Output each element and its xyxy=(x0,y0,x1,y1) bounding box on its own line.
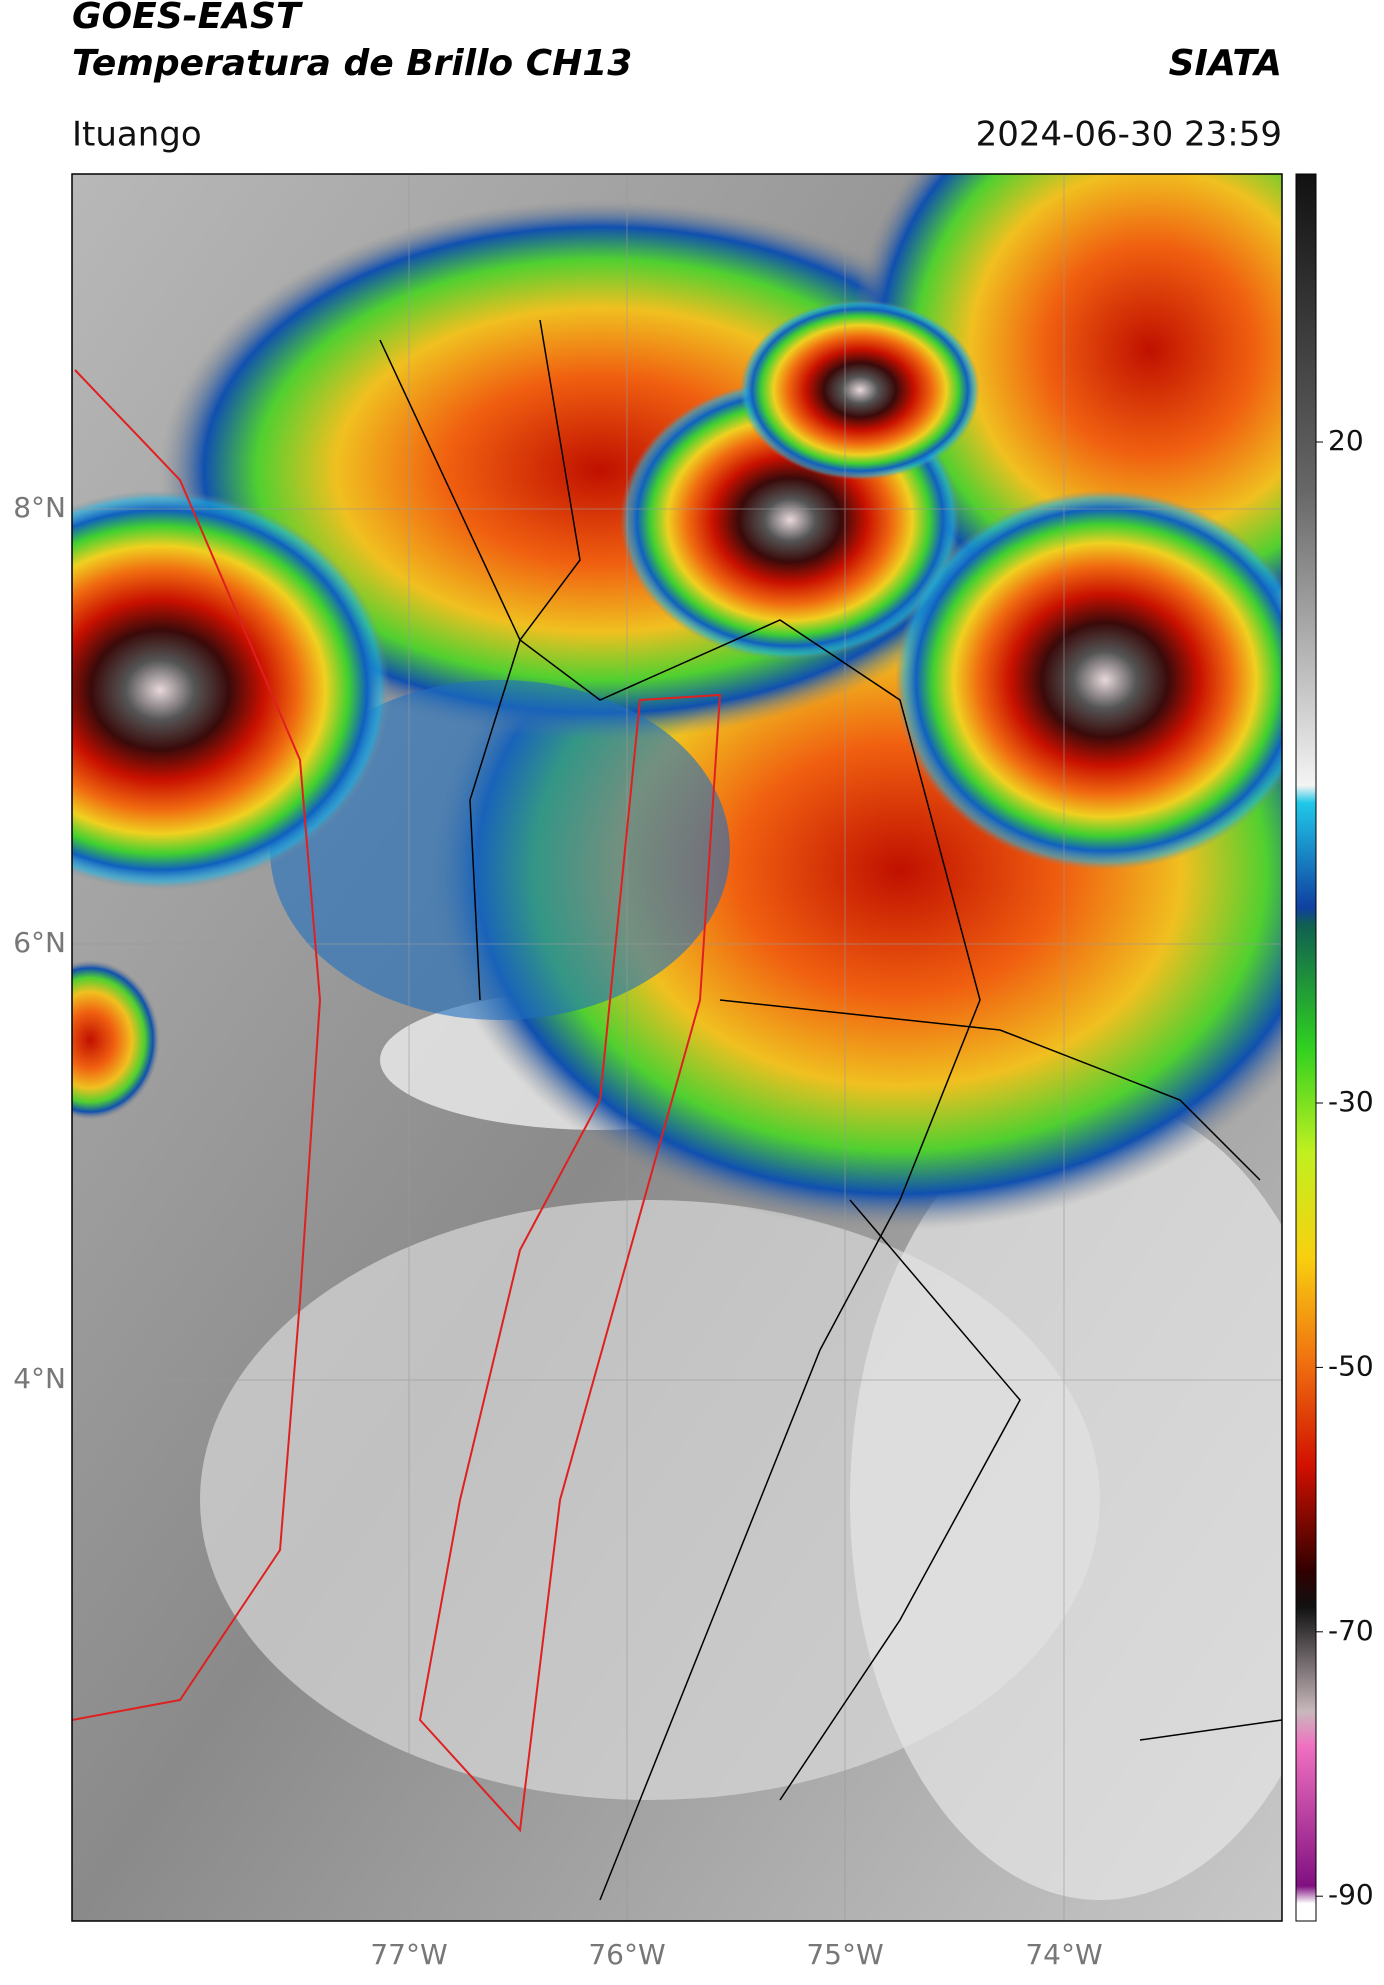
lon-label: 77°W xyxy=(370,1938,447,1971)
location: Ituango xyxy=(72,115,202,155)
subtitle: Temperatura de Brillo CH13 xyxy=(72,43,632,84)
storm xyxy=(740,300,980,480)
colorbar-label: -70 xyxy=(1328,1614,1374,1647)
colorbar xyxy=(1295,173,1317,1922)
lat-label: 6°N xyxy=(13,926,66,959)
lat-label: 4°N xyxy=(13,1362,66,1395)
coastline xyxy=(72,369,322,1721)
convection xyxy=(72,960,160,1120)
admin-borders xyxy=(379,319,1282,1901)
storm xyxy=(72,490,390,890)
storm xyxy=(895,490,1282,870)
title: GOES-EAST xyxy=(72,0,303,37)
lon-label: 74°W xyxy=(1025,1938,1102,1971)
cloud xyxy=(850,1100,1282,1900)
lat-label: 8°N xyxy=(13,491,66,524)
timestamp: 2024-06-30 23:59 xyxy=(976,115,1282,155)
colorbar-label: -50 xyxy=(1328,1349,1374,1382)
map xyxy=(72,174,1282,1921)
lon-label: 75°W xyxy=(806,1938,883,1971)
lon-label: 76°W xyxy=(588,1938,665,1971)
map-frame xyxy=(71,173,1283,1922)
convection xyxy=(270,680,730,1020)
region-border xyxy=(418,693,722,1833)
org: SIATA xyxy=(1169,43,1282,84)
colorbar-label: -90 xyxy=(1328,1878,1374,1911)
labels: 8°N 6°N 4°N 77°W 76°W 75°W 74°W 20 -30 -50 -70 -90 xyxy=(13,424,1374,1971)
colorbar-label: 20 xyxy=(1328,424,1364,457)
graticule xyxy=(72,174,1282,1921)
colorbar-label: -30 xyxy=(1328,1085,1374,1118)
